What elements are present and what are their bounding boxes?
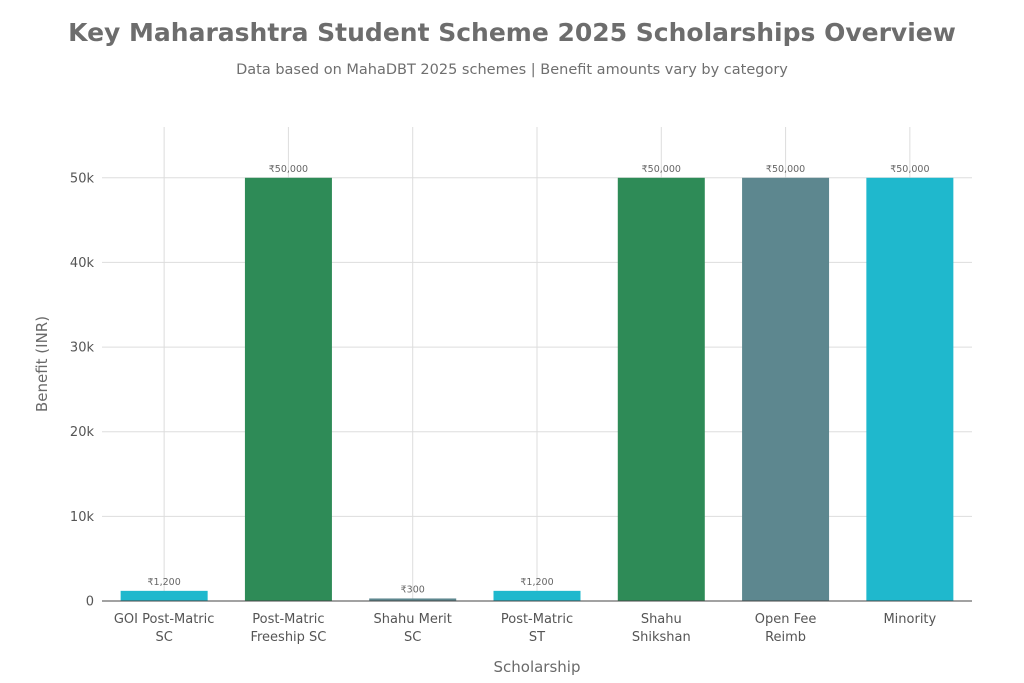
- bars: [120, 177, 954, 602]
- data-label: ₹50,000: [642, 164, 681, 175]
- data-label: ₹1,200: [520, 577, 553, 588]
- y-tick-label: 40k: [70, 256, 95, 271]
- y-tick-label: 30k: [70, 341, 95, 356]
- bar: [244, 177, 332, 602]
- bar: [120, 590, 208, 601]
- data-labels: ₹1,200 ₹50,000 ₹300 ₹1,200 ₹50,000 ₹50,000 ₹50…: [148, 164, 930, 596]
- x-tick-label: Reimb: [765, 630, 806, 645]
- chart-title: Key Maharashtra Student Scheme 2025 Scho…: [68, 18, 956, 47]
- x-tick-label: Minority: [883, 612, 936, 627]
- y-tick-label: 50k: [70, 171, 95, 186]
- x-tick-label: Shikshan: [632, 630, 691, 645]
- data-label: ₹50,000: [766, 164, 805, 175]
- x-tick-label: Shahu: [641, 612, 682, 627]
- x-tick-label: SC: [404, 630, 421, 645]
- data-label: ₹50,000: [269, 164, 308, 175]
- x-tick-labels: GOI Post-Matric SC Post-Matric Freeship SC S…: [114, 612, 937, 645]
- x-tick-label: ST: [529, 630, 545, 645]
- y-tick-label: 20k: [70, 425, 95, 440]
- bar: [617, 177, 705, 602]
- bar: [866, 177, 954, 602]
- data-label: ₹50,000: [890, 164, 929, 175]
- y-tick-labels: 0 10k 20k 30k 40k 50k: [70, 171, 95, 609]
- data-label: ₹1,200: [148, 577, 181, 588]
- x-axis-title: Scholarship: [494, 658, 581, 676]
- x-tick-label: SC: [155, 630, 172, 645]
- x-tick-label: Freeship SC: [250, 630, 326, 645]
- bar: [369, 598, 457, 601]
- y-tick-label: 10k: [70, 510, 95, 525]
- x-tick-label: Open Fee: [755, 612, 817, 627]
- bar: [493, 590, 581, 601]
- x-tick-label: Post-Matric: [252, 612, 324, 627]
- chart-subtitle: Data based on MahaDBT 2025 schemes | Ben…: [236, 62, 788, 78]
- data-label: ₹300: [401, 584, 425, 595]
- grid-lines: [102, 127, 972, 601]
- bar: [742, 177, 830, 602]
- y-tick-label: 0: [86, 595, 94, 610]
- y-axis-title: Benefit (INR): [33, 316, 51, 412]
- x-tick-label: GOI Post-Matric: [114, 612, 215, 627]
- x-tick-label: Shahu Merit: [374, 612, 452, 627]
- x-tick-label: Post-Matric: [501, 612, 573, 627]
